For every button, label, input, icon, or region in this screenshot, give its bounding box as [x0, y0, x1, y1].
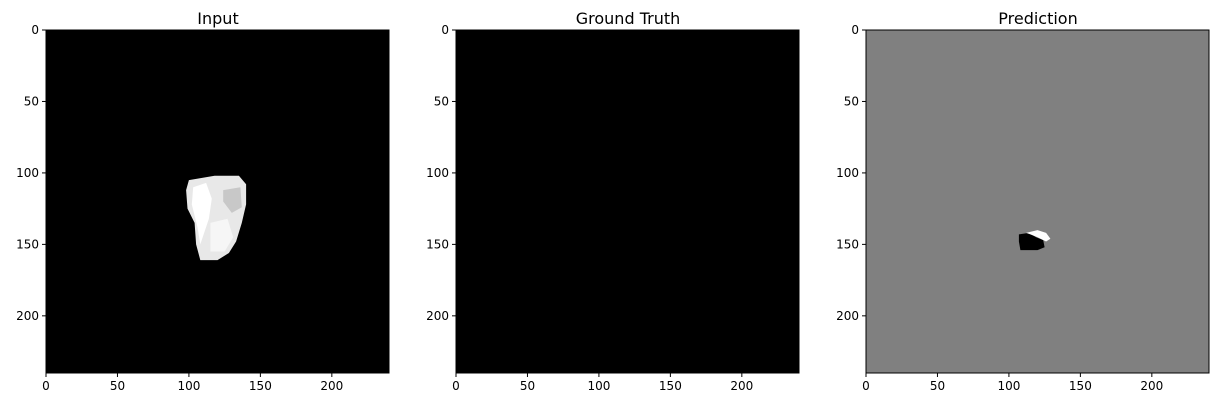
- panel-prediction-xtick-label: 100: [997, 379, 1020, 393]
- panel-input: Input 0 50 100 150 200 0 50 100 150 200: [16, 9, 390, 393]
- panel-prediction-ytick-label: 200: [836, 309, 859, 323]
- panel-ground-truth-xtick-label: 100: [587, 379, 610, 393]
- panel-prediction-xticks: 0 50 100 150 200: [862, 373, 1163, 393]
- panel-input-yticks: 0 50 100 150 200: [16, 23, 46, 323]
- panel-ground-truth-background: [456, 30, 799, 373]
- panel-prediction-frame: [865, 29, 1210, 374]
- panel-prediction-ytick-label: 150: [836, 237, 859, 251]
- panel-ground-truth-ytick-label: 0: [441, 23, 449, 37]
- panel-ground-truth-xticks: 0 50 100 150 200: [452, 373, 753, 393]
- panel-input-xtick-label: 50: [110, 379, 125, 393]
- panel-ground-truth-xtick-label: 200: [730, 379, 753, 393]
- panel-input-ytick-label: 200: [16, 309, 39, 323]
- panel-ground-truth-xtick-label: 50: [520, 379, 535, 393]
- panel-prediction-background: [866, 30, 1209, 373]
- panel-input-xtick-label: 100: [177, 379, 200, 393]
- panel-ground-truth-ytick-label: 50: [434, 94, 449, 108]
- panel-input-ytick-label: 150: [16, 237, 39, 251]
- panel-ground-truth-ytick-label: 150: [426, 237, 449, 251]
- panel-ground-truth-ytick-label: 200: [426, 309, 449, 323]
- panel-prediction-xtick-label: 0: [862, 379, 870, 393]
- panel-prediction-xtick-label: 50: [930, 379, 945, 393]
- panel-ground-truth-frame: [455, 29, 800, 374]
- panel-prediction-ytick-label: 100: [836, 166, 859, 180]
- panel-input-title: Input: [197, 9, 238, 28]
- panel-input-ytick-label: 0: [31, 23, 39, 37]
- panel-prediction-region-1: [1026, 230, 1051, 242]
- panel-input-ytick-label: 50: [24, 94, 39, 108]
- panel-input-xtick-label: 150: [249, 379, 272, 393]
- panel-input-ytick-label: 100: [16, 166, 39, 180]
- panel-input-region-0-highlight-0: [191, 182, 212, 245]
- panel-input-region-0-highlight-1: [223, 187, 242, 213]
- panel-prediction-xtick-label: 150: [1069, 379, 1092, 393]
- panel-input-xtick-label: 200: [320, 379, 343, 393]
- panel-prediction: Prediction 0 50 100 150 200 0 50 100 150 200: [836, 9, 1210, 393]
- panel-input-image: [46, 30, 389, 373]
- panel-ground-truth-ytick-label: 100: [426, 166, 449, 180]
- panel-ground-truth-image: [456, 30, 799, 373]
- panel-prediction-ytick-label: 50: [844, 94, 859, 108]
- panel-ground-truth-title: Ground Truth: [576, 9, 681, 28]
- panel-prediction-image: [866, 30, 1209, 373]
- panel-ground-truth-yticks: 0 50 100 150 200: [426, 23, 456, 323]
- panel-input-region-0-highlight-2: [210, 218, 234, 252]
- panel-prediction-region-0: [1018, 232, 1045, 251]
- panel-input-xtick-label: 0: [42, 379, 50, 393]
- panel-ground-truth: Ground Truth 0 50 100 150 200 0 50 100 150 200: [426, 9, 800, 393]
- panel-prediction-xtick-label: 200: [1140, 379, 1163, 393]
- panel-prediction-yticks: 0 50 100 150 200: [836, 23, 866, 323]
- panel-input-frame: [45, 29, 390, 374]
- panel-prediction-title: Prediction: [998, 9, 1077, 28]
- panel-ground-truth-xtick-label: 0: [452, 379, 460, 393]
- panel-ground-truth-xtick-label: 150: [659, 379, 682, 393]
- panel-prediction-ytick-label: 0: [851, 23, 859, 37]
- panel-input-xticks: 0 50 100 150 200: [42, 373, 343, 393]
